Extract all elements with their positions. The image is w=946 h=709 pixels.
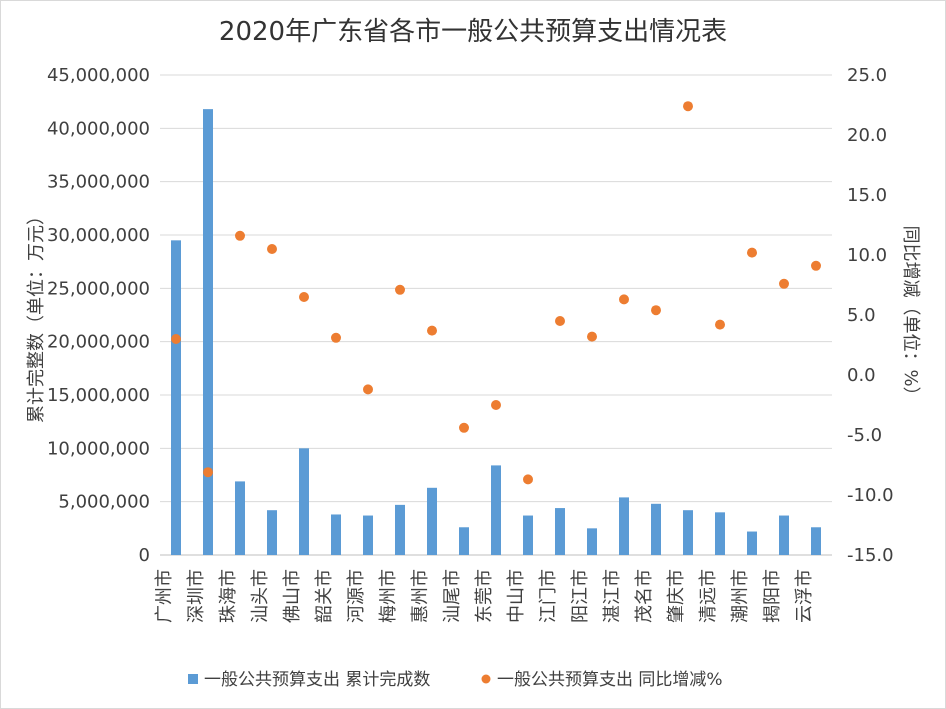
y-axis-right-title: 同比增减（单位：%） (900, 225, 921, 404)
category-label: 梅州市 (378, 569, 399, 623)
y-tick-label: 40,000,000 (47, 118, 150, 139)
scatter-point (203, 467, 213, 478)
category-label: 湛江市 (602, 569, 623, 623)
legend-bar-label: 一般公共预算支出 累计完成数 (204, 670, 430, 690)
legend-bar-swatch (188, 674, 198, 684)
category-label: 潮州市 (730, 569, 751, 623)
category-label: 揭阳市 (762, 569, 783, 623)
y-tick-label: 10,000,000 (47, 438, 150, 459)
bar (523, 515, 533, 555)
bar (715, 512, 725, 555)
bar (395, 504, 405, 555)
x-axis-categories: 广州市 深圳市 珠海市 汕头市 佛山市 韶关市 河源市 梅州市 惠州市 汕尾市 东莞市 中山市 江门市阳… (154, 569, 815, 623)
category-label: 汕尾市 (442, 569, 463, 623)
category-label: 珠海市 (218, 569, 239, 623)
y2-tick-label: -5.0 (847, 425, 882, 446)
scatter-point (683, 101, 693, 112)
bar (427, 487, 437, 555)
y-tick-label: 35,000,000 (47, 172, 150, 193)
category-label: 江门市 (538, 569, 559, 623)
y-axis-left-title: 累计完整数（单位：万元） (26, 207, 47, 423)
scatter-point (299, 292, 309, 302)
category-label: 汕头市 (250, 569, 271, 623)
y-tick-label: 5,000,000 (58, 492, 150, 513)
scatter-point (747, 247, 757, 258)
category-label: 惠州市 (410, 569, 431, 623)
y-axis-right-ticks: 25.0 20.0 15.0 10.0 5.0 0.0 -5.0 -10.0 -15.0 (847, 65, 894, 566)
legend-dot-label: 一般公共预算支出 同比增减% (497, 670, 723, 690)
y2-tick-label: 25.0 (847, 65, 887, 86)
category-label: 韶关市 (314, 569, 335, 623)
bar (171, 240, 181, 556)
scatter-series (171, 101, 821, 485)
bar (267, 510, 277, 555)
scatter-point (267, 244, 277, 254)
y2-tick-label: -10.0 (847, 485, 894, 506)
y-tick-label: 45,000,000 (47, 65, 150, 86)
legend: 一般公共预算支出 累计完成数 一般公共预算支出 同比增减% (188, 670, 723, 690)
chart-title: 2020年广东省各市一般公共预算支出情况表 (219, 17, 727, 47)
bar (811, 527, 821, 555)
bar (747, 531, 757, 555)
y2-tick-label: 20.0 (847, 125, 887, 146)
scatter-point (651, 305, 661, 316)
y2-tick-label: 0.0 (847, 365, 876, 386)
scatter-point (459, 422, 469, 433)
y2-tick-label: 10.0 (847, 245, 887, 266)
scatter-point (619, 294, 629, 305)
y2-tick-label: 5.0 (847, 305, 876, 326)
scatter-point (395, 284, 405, 295)
bar (459, 527, 469, 555)
category-label: 中山市 (506, 569, 527, 623)
y2-tick-label: -15.0 (847, 545, 894, 566)
bar (331, 514, 341, 555)
category-label: 广州市 (154, 569, 175, 623)
scatter-point (363, 384, 373, 395)
scatter-point (235, 230, 245, 241)
scatter-point (331, 332, 341, 343)
scatter-point (491, 400, 501, 410)
scatter-point (523, 474, 533, 485)
category-label: 河源市 (346, 569, 367, 623)
bar (651, 503, 661, 555)
y-axis-left-ticks: 45,000,000 40,000,000 35,000,000 30,000,000… (47, 65, 150, 566)
y-tick-label: 20,000,000 (47, 332, 150, 353)
scatter-point (811, 260, 821, 271)
legend-dot-swatch (481, 674, 491, 684)
y-tick-label: 0 (139, 545, 150, 566)
bar (619, 497, 629, 555)
bar (363, 515, 373, 555)
scatter-point (555, 316, 565, 326)
category-label: 云浮市 (794, 569, 815, 623)
category-label: 阳江市 (570, 569, 591, 623)
y-tick-label: 30,000,000 (47, 225, 150, 246)
scatter-point (587, 331, 597, 342)
y2-tick-label: 15.0 (847, 185, 887, 206)
scatter-point (171, 334, 181, 344)
bar-series (171, 109, 821, 556)
bar (235, 481, 245, 555)
bar (587, 528, 597, 555)
y-tick-label: 15,000,000 (47, 385, 150, 406)
scatter-point (427, 325, 437, 336)
category-label: 佛山市 (282, 569, 303, 623)
category-label: 东莞市 (474, 569, 495, 623)
bar (555, 508, 565, 555)
scatter-point (715, 319, 725, 330)
category-label: 深圳市 (186, 569, 207, 623)
category-label: 肇庆市 (666, 569, 687, 623)
bar (683, 510, 693, 555)
scatter-point (779, 278, 789, 289)
bar (779, 515, 789, 555)
bar (203, 109, 213, 555)
bar (299, 448, 309, 555)
category-label: 茂名市 (634, 569, 655, 623)
category-label: 清远市 (698, 569, 719, 623)
y-tick-label: 25,000,000 (47, 278, 150, 299)
bar (491, 465, 501, 555)
